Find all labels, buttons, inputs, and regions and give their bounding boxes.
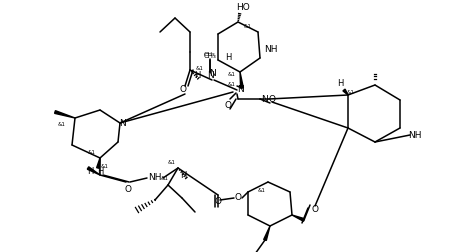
- Text: HO: HO: [236, 4, 250, 13]
- Text: NH: NH: [408, 131, 422, 140]
- Text: &1: &1: [196, 66, 204, 71]
- Text: &1: &1: [58, 122, 66, 128]
- Polygon shape: [240, 72, 243, 88]
- Text: O: O: [215, 197, 221, 205]
- Text: &1: &1: [161, 175, 169, 180]
- Text: &1: &1: [88, 149, 96, 154]
- Polygon shape: [264, 226, 270, 240]
- Text: N: N: [207, 72, 213, 80]
- Text: &1: &1: [168, 160, 176, 165]
- Polygon shape: [55, 111, 75, 118]
- Text: N: N: [262, 94, 269, 104]
- Text: H: H: [97, 167, 103, 175]
- Text: N: N: [209, 70, 216, 79]
- Polygon shape: [97, 158, 100, 168]
- Text: O: O: [224, 102, 232, 110]
- Text: H: H: [180, 171, 186, 179]
- Text: H: H: [194, 72, 200, 80]
- Text: H: H: [337, 79, 343, 88]
- Text: N: N: [119, 118, 125, 128]
- Polygon shape: [292, 215, 304, 221]
- Text: CH₃: CH₃: [203, 52, 215, 57]
- Text: N: N: [238, 85, 244, 94]
- Text: O: O: [124, 185, 132, 195]
- Text: CH₃: CH₃: [204, 53, 216, 59]
- Text: &1: &1: [228, 72, 236, 77]
- Text: H: H: [87, 168, 93, 176]
- Text: &1: &1: [347, 89, 355, 94]
- Text: &1: &1: [258, 187, 266, 193]
- Text: O: O: [234, 194, 242, 203]
- Text: O: O: [269, 96, 276, 105]
- Text: &1: &1: [101, 165, 109, 170]
- Text: O: O: [180, 85, 186, 94]
- Text: &1: &1: [228, 82, 236, 87]
- Text: &1: &1: [244, 24, 252, 29]
- Text: O: O: [312, 205, 318, 214]
- Text: NH: NH: [148, 173, 162, 182]
- Text: NH: NH: [264, 46, 278, 54]
- Polygon shape: [87, 167, 100, 175]
- Text: H: H: [225, 53, 231, 62]
- Polygon shape: [343, 89, 348, 95]
